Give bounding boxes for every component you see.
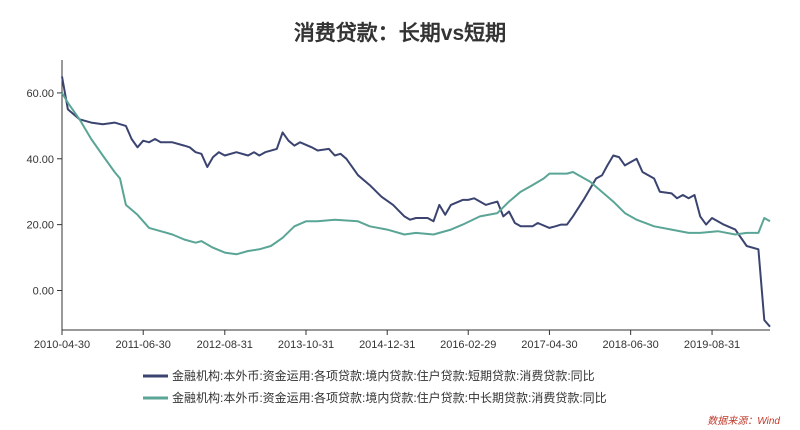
x-tick-label: 2010-04-30	[34, 339, 90, 351]
legend: 金融机构:本外币:资金运用:各项贷款:境内贷款:住户贷款:短期贷款:消费贷款:同…	[143, 368, 607, 405]
legend-label-2: 金融机构:本外币:资金运用:各项贷款:境内贷款:住户贷款:中长期贷款:消费贷款:…	[172, 390, 607, 405]
legend-label-1: 金融机构:本外币:资金运用:各项贷款:境内贷款:住户贷款:短期贷款:消费贷款:同…	[172, 368, 595, 383]
y-ticks: 0.00 20.00 40.00 60.00	[26, 88, 62, 297]
x-tick-label: 2018-06-30	[603, 339, 659, 351]
source-note: 数据来源：Wind	[707, 415, 780, 427]
x-tick-label: 2013-10-31	[278, 339, 334, 351]
x-tick-label: 2016-02-29	[440, 339, 496, 351]
y-tick-label: 40.00	[26, 154, 54, 166]
y-tick-label: 20.00	[26, 220, 54, 232]
x-tick-label: 2011-06-30	[115, 339, 170, 351]
x-tick-label: 2012-08-31	[197, 339, 253, 351]
x-ticks: 2010-04-30 2011-06-30 2012-08-31 2013-10-31…	[34, 330, 740, 351]
series-group	[61, 76, 771, 328]
x-tick-label: 2019-08-31	[684, 339, 740, 351]
series-line-2	[61, 92, 771, 256]
y-tick-label: 0.00	[33, 285, 54, 297]
axes	[61, 60, 770, 331]
series-line-1	[61, 76, 771, 328]
chart-title: 消费贷款：长期vs短期	[294, 21, 506, 45]
y-tick-label: 60.00	[26, 88, 54, 100]
x-tick-label: 2017-04-30	[521, 339, 577, 351]
x-tick-label: 2014-12-31	[359, 339, 415, 351]
